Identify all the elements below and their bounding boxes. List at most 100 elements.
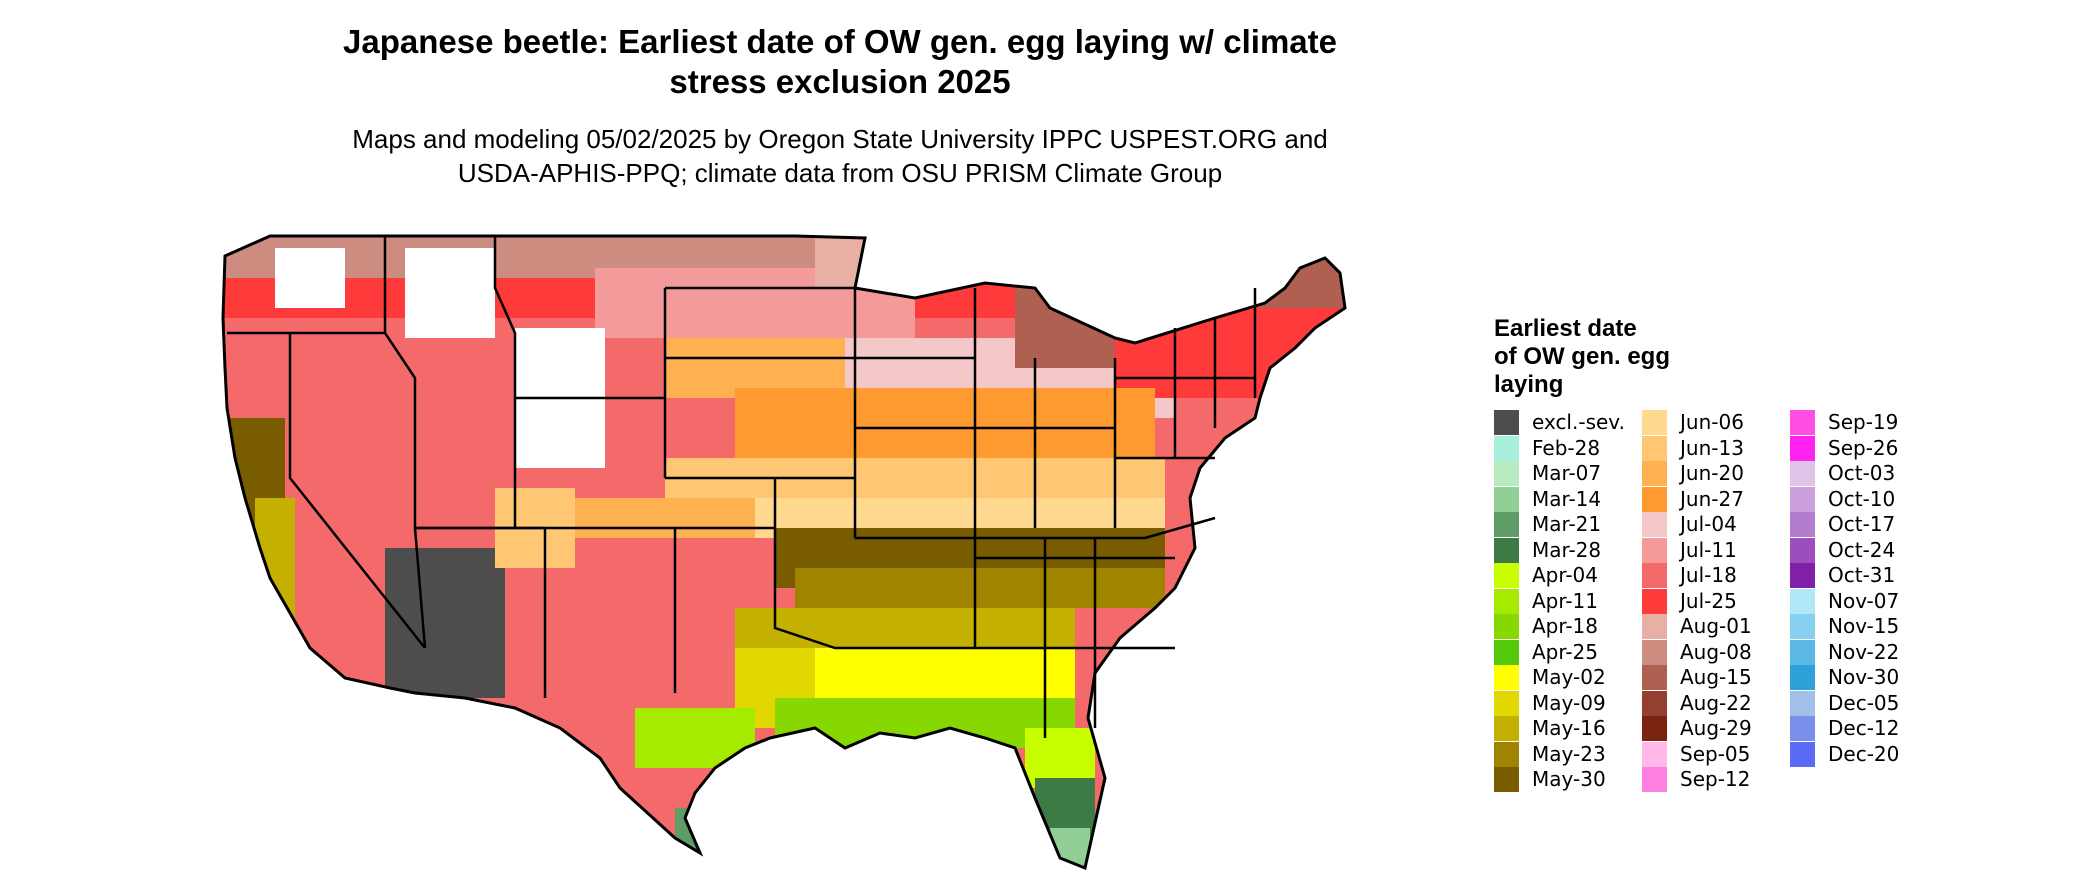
legend-swatch <box>1494 410 1519 435</box>
legend-item: Apr-25 <box>1494 639 1598 665</box>
legend-label: Oct-17 <box>1828 512 1896 536</box>
legend-swatch <box>1494 537 1519 563</box>
legend-label: Apr-18 <box>1532 614 1598 638</box>
legend-item: May-30 <box>1494 767 1606 792</box>
legend-swatch <box>1494 741 1519 767</box>
legend-item: Sep-19 <box>1790 410 1898 435</box>
legend-swatch <box>1642 614 1667 639</box>
legend-item: May-02 <box>1494 665 1606 690</box>
legend-label: Oct-03 <box>1828 461 1896 485</box>
map-title: Japanese beetle: Earliest date of OW gen… <box>280 22 1400 102</box>
legend-label: Jul-18 <box>1680 563 1737 587</box>
legend-item: Oct-03 <box>1790 461 1895 486</box>
legend-item: Aug-22 <box>1642 690 1752 716</box>
legend-label: Aug-08 <box>1680 639 1752 664</box>
legend-swatch <box>1642 435 1667 461</box>
legend-label: Apr-25 <box>1532 639 1598 664</box>
us-map <box>221 234 1347 871</box>
legend-label: Aug-22 <box>1680 690 1752 715</box>
legend-swatch <box>1790 639 1815 665</box>
legend-item: Dec-12 <box>1790 716 1899 741</box>
legend-item: Oct-10 <box>1790 486 1896 512</box>
legend-swatch <box>1494 767 1519 792</box>
legend-swatch <box>1494 435 1519 461</box>
legend-label: Jun-20 <box>1680 461 1744 485</box>
legend-label: May-30 <box>1532 767 1606 791</box>
legend-item: Nov-07 <box>1790 588 1900 614</box>
legend-swatch <box>1790 614 1815 639</box>
legend-item: Nov-30 <box>1790 665 1899 690</box>
legend-swatch <box>1642 512 1667 537</box>
legend-item: excl.-sev. <box>1494 410 1625 435</box>
legend-swatch <box>1642 690 1667 716</box>
legend-item: Jun-20 <box>1642 461 1744 486</box>
legend-title-line-3: laying <box>1494 371 1564 398</box>
legend-label: Dec-05 <box>1828 690 1900 715</box>
legend-label: excl.-sev. <box>1532 410 1625 434</box>
legend-label: Sep-26 <box>1828 435 1899 460</box>
legend-swatch <box>1494 486 1519 512</box>
legend-label: Mar-21 <box>1532 512 1602 536</box>
legend-label: Sep-12 <box>1680 767 1751 791</box>
legend-swatch <box>1642 461 1667 486</box>
legend-label: Mar-14 <box>1532 486 1602 511</box>
legend-item: Apr-11 <box>1494 588 1598 614</box>
legend-swatch <box>1790 486 1815 512</box>
map-subtitle-line-1: Maps and modeling 05/02/2025 by Oregon S… <box>352 124 1328 154</box>
legend-swatch <box>1642 665 1667 690</box>
legend-swatch <box>1790 665 1815 690</box>
legend-item: Apr-04 <box>1494 563 1598 588</box>
legend-label: Oct-10 <box>1828 486 1896 511</box>
legend-swatch <box>1494 563 1519 588</box>
legend-label: Nov-30 <box>1828 665 1900 689</box>
legend-swatch <box>1790 512 1815 537</box>
legend-label: May-09 <box>1532 690 1606 715</box>
legend-label: Mar-28 <box>1532 537 1602 562</box>
legend-item: Sep-26 <box>1790 435 1899 461</box>
legend-label: Aug-15 <box>1680 665 1752 689</box>
legend-swatch <box>1642 716 1667 741</box>
legend-label: Nov-07 <box>1828 588 1900 613</box>
map-title-line-2: stress exclusion 2025 <box>669 63 1011 100</box>
legend-label: Aug-01 <box>1680 614 1752 638</box>
legend-label: Oct-24 <box>1828 537 1896 562</box>
legend-swatch <box>1494 716 1519 741</box>
legend-swatch <box>1790 461 1815 486</box>
legend-item: Aug-08 <box>1642 639 1752 665</box>
legend-label: Jun-27 <box>1680 486 1744 511</box>
legend-label: Aug-29 <box>1680 716 1752 740</box>
legend-swatch <box>1642 410 1667 435</box>
legend-label: Jul-04 <box>1680 512 1737 536</box>
legend-item: Apr-18 <box>1494 614 1598 639</box>
legend-label: Oct-31 <box>1828 563 1896 587</box>
legend-item: Jul-25 <box>1642 588 1737 614</box>
legend-label: Jun-13 <box>1680 435 1744 460</box>
legend-item: Aug-29 <box>1642 716 1752 741</box>
legend-swatch <box>1642 767 1667 792</box>
legend-label: Feb-28 <box>1532 435 1601 460</box>
legend-item: Jul-04 <box>1642 512 1737 537</box>
legend-swatch <box>1790 716 1815 741</box>
legend-label: Nov-22 <box>1828 639 1900 664</box>
legend-label: Nov-15 <box>1828 614 1900 638</box>
legend-item: Mar-14 <box>1494 486 1602 512</box>
legend-swatch <box>1494 690 1519 716</box>
legend-item: Jun-06 <box>1642 410 1744 435</box>
legend-item: Feb-28 <box>1494 435 1601 461</box>
legend-item: Jul-18 <box>1642 563 1737 588</box>
legend-label: Apr-11 <box>1532 588 1598 613</box>
legend-swatch <box>1790 537 1815 563</box>
legend-label: Dec-12 <box>1828 716 1900 740</box>
legend-swatch <box>1494 639 1519 665</box>
legend-swatch <box>1642 486 1667 512</box>
legend-swatch <box>1790 741 1815 767</box>
us-outline <box>221 234 1347 871</box>
legend-swatch <box>1494 614 1519 639</box>
legend-item: May-09 <box>1494 690 1606 716</box>
legend-item: Oct-24 <box>1790 537 1896 563</box>
legend-item: Aug-01 <box>1642 614 1752 639</box>
legend-title-line-1: Earliest date <box>1494 315 1637 342</box>
legend-item: Sep-12 <box>1642 767 1750 792</box>
legend-item: Jul-11 <box>1642 537 1737 563</box>
legend-swatch <box>1642 537 1667 563</box>
